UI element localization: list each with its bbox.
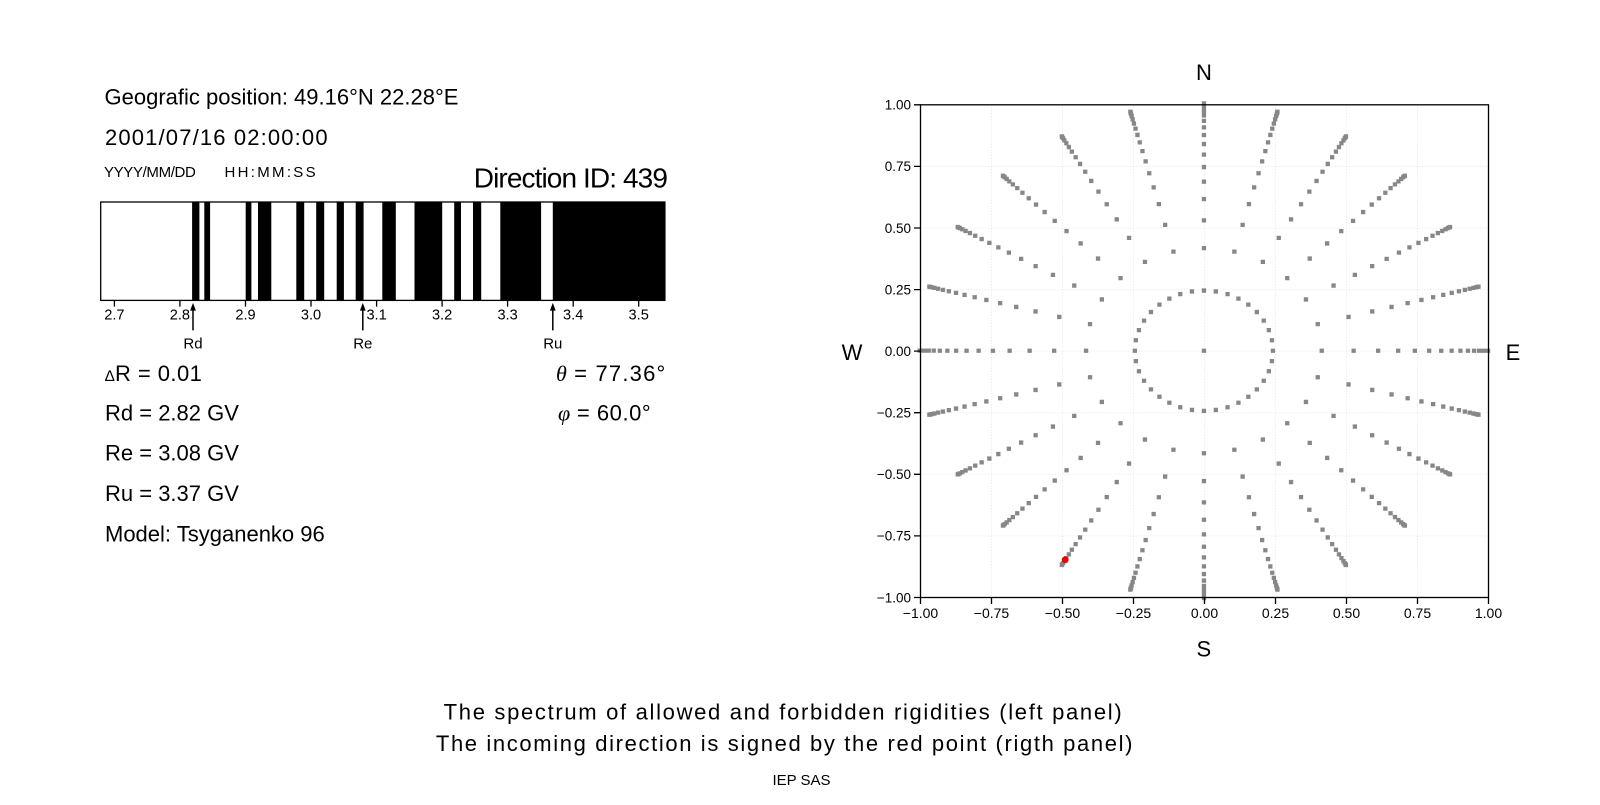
svg-text:Ru: Ru <box>543 336 562 353</box>
svg-text:N: N <box>1196 60 1212 85</box>
svg-text:∆R = 0.01: ∆R = 0.01 <box>105 361 202 386</box>
svg-text:S: S <box>1197 637 1212 662</box>
svg-text:The incoming direction is sign: The incoming direction is signed by the … <box>436 731 1134 756</box>
svg-text:−0.75: −0.75 <box>974 605 1010 621</box>
svg-text:Model: Tsyganenko 96: Model: Tsyganenko 96 <box>105 521 325 546</box>
svg-text:1.00: 1.00 <box>885 98 911 113</box>
svg-text:−0.25: −0.25 <box>1116 605 1152 621</box>
svg-text:2001/07/16 02:00:00: 2001/07/16 02:00:00 <box>105 125 329 150</box>
svg-text:W: W <box>842 340 863 365</box>
svg-text:HH:MM:SS: HH:MM:SS <box>225 164 318 181</box>
svg-text:IEP SAS: IEP SAS <box>772 772 830 789</box>
svg-text:0.75: 0.75 <box>885 159 911 174</box>
svg-text:E: E <box>1506 340 1521 365</box>
svg-text:2.8: 2.8 <box>170 307 190 323</box>
svg-text:0.75: 0.75 <box>1404 605 1431 621</box>
svg-text:−0.50: −0.50 <box>877 467 911 482</box>
svg-text:Re = 3.08 GV: Re = 3.08 GV <box>105 441 239 466</box>
svg-text:Rd: Rd <box>183 336 202 353</box>
svg-text:0.25: 0.25 <box>885 282 911 297</box>
svg-text:3.3: 3.3 <box>497 307 517 323</box>
svg-text:0.00: 0.00 <box>885 344 911 359</box>
svg-text:3.1: 3.1 <box>366 307 386 323</box>
svg-text:Ru = 3.37 GV: Ru = 3.37 GV <box>105 481 239 506</box>
svg-text:Re: Re <box>353 336 372 353</box>
svg-text:3.5: 3.5 <box>629 307 649 323</box>
svg-text:Geografic position: 49.16°N 22: Geografic position: 49.16°N 22.28°E <box>105 85 459 110</box>
svg-text:3.0: 3.0 <box>301 307 321 323</box>
svg-text:2.9: 2.9 <box>235 307 255 323</box>
svg-text:0.25: 0.25 <box>1262 605 1289 621</box>
svg-text:−1.00: −1.00 <box>877 590 911 605</box>
svg-text:0.00: 0.00 <box>1191 605 1218 621</box>
svg-text:−1.00: −1.00 <box>903 605 939 621</box>
svg-text:YYYY/MM/DD: YYYY/MM/DD <box>104 164 196 181</box>
svg-text:φ = 60.0°: φ = 60.0° <box>558 401 651 426</box>
svg-text:Rd = 2.82 GV: Rd = 2.82 GV <box>105 401 239 426</box>
svg-text:−0.75: −0.75 <box>877 529 911 544</box>
svg-text:1.00: 1.00 <box>1475 605 1502 621</box>
svg-text:−0.25: −0.25 <box>877 406 911 421</box>
svg-text:θ = 77.36°: θ = 77.36° <box>556 361 667 386</box>
svg-text:−0.50: −0.50 <box>1045 605 1081 621</box>
svg-text:0.50: 0.50 <box>1333 605 1360 621</box>
svg-text:The spectrum of allowed and fo: The spectrum of allowed and forbidden ri… <box>444 700 1124 725</box>
svg-text:2.7: 2.7 <box>104 307 124 323</box>
svg-text:Direction ID: 439: Direction ID: 439 <box>474 163 668 194</box>
svg-text:0.50: 0.50 <box>885 221 911 236</box>
svg-text:3.4: 3.4 <box>563 307 583 323</box>
svg-text:3.2: 3.2 <box>432 307 452 323</box>
